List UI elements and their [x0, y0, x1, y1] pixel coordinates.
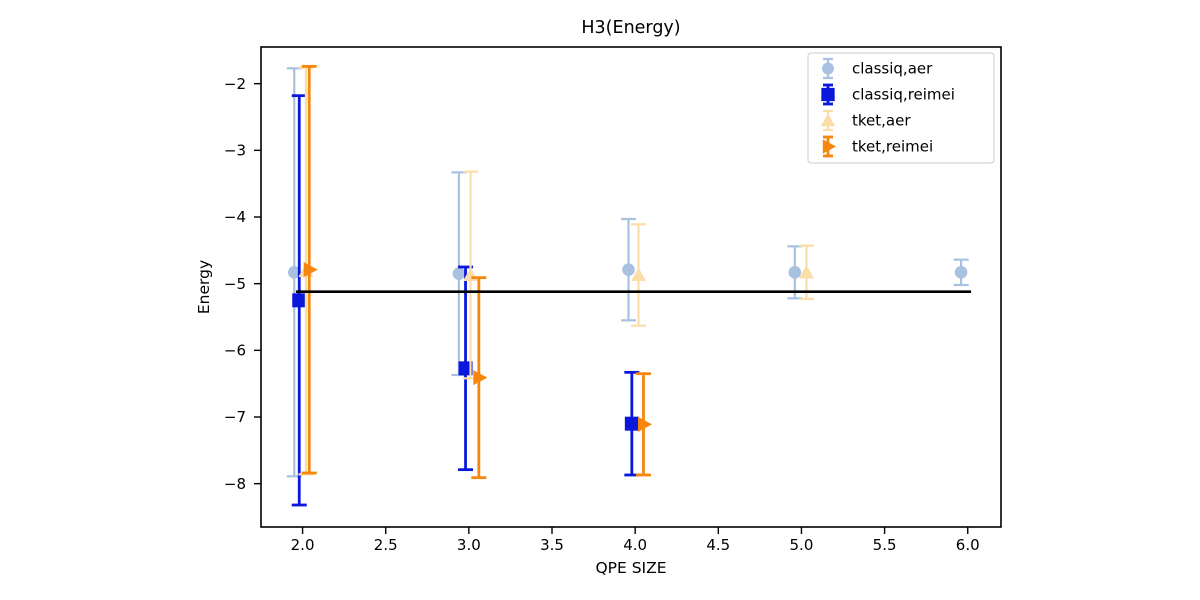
y-tick-label: −3 — [224, 142, 246, 160]
plot-spines — [260, 46, 1002, 528]
marker-square — [624, 416, 639, 431]
series-classiq,reimei — [291, 94, 640, 507]
y-axis-label: Energy — [195, 260, 213, 314]
y-tick-label: −6 — [224, 342, 246, 360]
x-axis-label: QPE SIZE — [595, 559, 666, 577]
marker-triangle_up — [630, 267, 646, 281]
marker-square — [292, 293, 307, 308]
legend-box — [807, 52, 995, 164]
x-tick-label: 5.5 — [873, 536, 897, 554]
legend-marker-square — [821, 87, 835, 102]
legend-label: tket,reimei — [852, 138, 933, 156]
x-tick-label: 3.5 — [540, 536, 564, 554]
series-classiq,aer — [286, 67, 969, 478]
marker-triangle_up — [798, 264, 814, 279]
x-tick-label: 5.0 — [790, 536, 814, 554]
marker-square — [458, 361, 473, 376]
legend-entry: classiq,reimei — [821, 83, 955, 106]
legend-entry: tket,aer — [820, 109, 911, 132]
x-tick-label: 2.5 — [374, 536, 398, 554]
x-tick-label: 6.0 — [956, 536, 980, 554]
legend-label: classiq,aer — [852, 60, 933, 78]
series-tket,reimei — [301, 64, 652, 480]
y-tick-label: −7 — [224, 408, 246, 426]
marker-circle — [788, 266, 802, 279]
x-tick-label: 3.0 — [457, 536, 481, 554]
x-tick-label: 4.0 — [623, 536, 647, 554]
legend-label: classiq,reimei — [852, 86, 955, 104]
marker-circle — [622, 263, 635, 276]
legend-entry: classiq,aer — [822, 57, 933, 80]
marker-circle — [287, 266, 301, 279]
legend-label: tket,aer — [852, 112, 911, 130]
chart-title: H3(Energy) — [581, 18, 680, 38]
legend: classiq,aer classiq,reimei tket,aer tket,re… — [807, 52, 995, 164]
marker-triangle_right — [637, 416, 652, 432]
legend-marker-triangle_up — [820, 113, 836, 127]
y-tick-label: −2 — [224, 75, 246, 93]
plot-root: 2.0 2.5 3.0 3.5 4.0 4.5 5.0 5.5 6.0 −8 −7 −6 −5 −4 −3 −… — [224, 46, 1002, 554]
legend-marker-triangle_right — [822, 139, 837, 154]
series-tket,aer — [298, 66, 814, 476]
x-tick-label: 2.0 — [291, 536, 315, 554]
legend-entry: tket,reimei — [822, 135, 933, 158]
legend-marker-circle — [822, 62, 834, 75]
marker-triangle_right — [303, 262, 318, 278]
y-tick-label: −8 — [224, 475, 246, 493]
y-tick-label: −4 — [224, 208, 246, 226]
x-tick-label: 4.5 — [706, 536, 730, 554]
marker-circle — [954, 266, 968, 279]
marker-triangle_right — [473, 370, 488, 386]
y-tick-label: −5 — [224, 275, 246, 293]
marker-circle — [452, 267, 466, 280]
